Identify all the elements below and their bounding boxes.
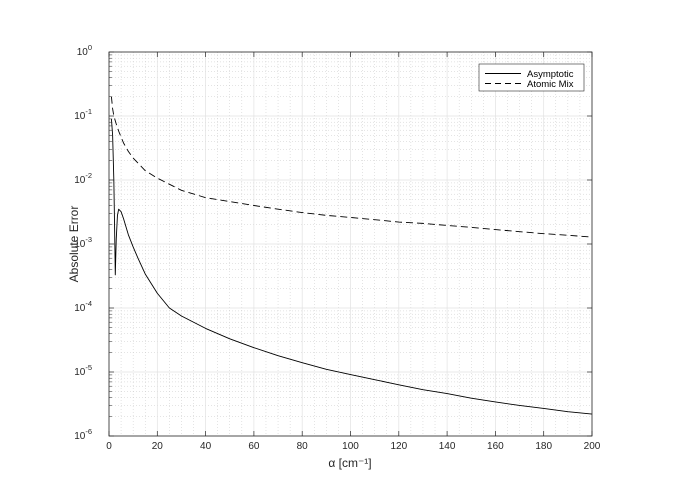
x-tick-label: 100 <box>342 441 359 452</box>
y-tick-exponent: -3 <box>85 235 92 244</box>
legend: Asymptotic Atomic Mix <box>478 63 585 92</box>
tick-marks <box>108 51 593 437</box>
x-tick-label: 60 <box>248 441 260 452</box>
x-tick-label: 20 <box>152 441 164 452</box>
legend-label-atomic-mix: Atomic Mix <box>527 79 574 90</box>
series-line-asymptotic <box>110 118 593 415</box>
series-layer <box>110 96 593 415</box>
y-axis-label: Absolute Error <box>67 206 81 283</box>
x-tick-label: 200 <box>584 441 601 452</box>
x-tick-label: 140 <box>439 441 456 452</box>
x-tick-label: 160 <box>487 441 504 452</box>
x-tick-label: 180 <box>535 441 552 452</box>
y-tick-exponent: -2 <box>85 171 92 180</box>
x-tick-labels: 0 20 40 60 80 100 120 140 160 180 200 <box>106 441 601 452</box>
series-line-atomic-mix <box>110 96 593 238</box>
x-axis-label: α [cm⁻¹] <box>328 456 371 470</box>
y-tick-exponent: 0 <box>88 43 92 52</box>
legend-box <box>478 63 585 92</box>
legend-label-asymptotic: Asymptotic <box>527 69 574 80</box>
x-tick-label: 80 <box>297 441 309 452</box>
y-tick-exponent: -1 <box>85 107 92 116</box>
y-tick-exponent: -5 <box>85 363 92 372</box>
x-tick-label: 0 <box>106 441 112 452</box>
y-tick-exponent: -4 <box>85 299 92 308</box>
x-tick-label: 120 <box>390 441 407 452</box>
x-tick-label: 40 <box>200 441 212 452</box>
y-tick-exponent: -6 <box>85 427 92 436</box>
